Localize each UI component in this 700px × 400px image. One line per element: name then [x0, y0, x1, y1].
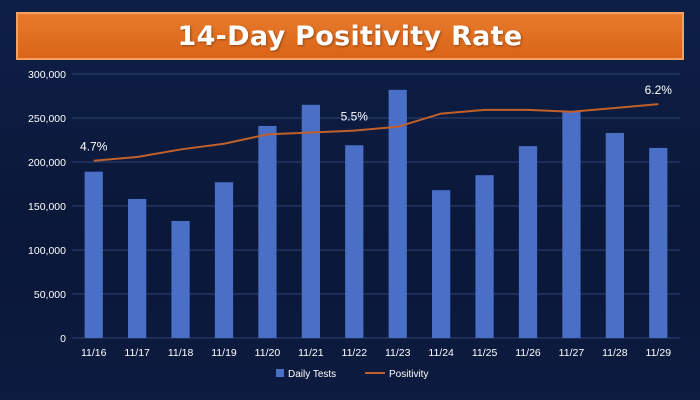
- title-banner: 14-Day Positivity Rate: [16, 12, 684, 60]
- y-tick-label: 150,000: [28, 201, 66, 213]
- y-tick-label: 250,000: [28, 113, 66, 125]
- y-tick-label: 300,000: [28, 69, 66, 81]
- bar: [301, 104, 320, 338]
- x-tick-label: 11/19: [211, 347, 237, 359]
- bar: [258, 125, 277, 338]
- bar: [128, 198, 147, 338]
- x-tick-label: 11/27: [559, 347, 585, 359]
- bar: [345, 145, 364, 338]
- bar: [518, 146, 538, 338]
- bar: [432, 190, 451, 338]
- bar: [171, 220, 190, 338]
- chart-title: 14-Day Positivity Rate: [177, 20, 523, 52]
- bar: [214, 182, 234, 338]
- bar: [475, 175, 494, 338]
- data-label: 4.7%: [80, 140, 108, 154]
- x-tick-label: 11/26: [515, 347, 541, 359]
- x-tick-label: 11/28: [602, 347, 628, 359]
- data-label: 6.2%: [645, 83, 673, 97]
- bar: [649, 147, 668, 338]
- legend-swatch-daily-tests: [276, 369, 284, 377]
- x-tick-label: 11/18: [168, 347, 194, 359]
- x-tick-label: 11/23: [385, 347, 411, 359]
- y-tick-label: 100,000: [28, 245, 66, 257]
- x-tick-label: 11/25: [472, 347, 498, 359]
- x-tick-label: 11/21: [298, 347, 324, 359]
- x-tick-label: 11/17: [124, 347, 150, 359]
- x-tick-label: 11/16: [81, 347, 107, 359]
- positivity-line: [93, 103, 659, 162]
- y-tick-label: 50,000: [34, 289, 66, 301]
- bar: [84, 171, 103, 338]
- x-tick-label: 11/29: [646, 347, 672, 359]
- data-label: 5.5%: [341, 110, 369, 124]
- x-tick-label: 11/22: [342, 347, 368, 359]
- bar: [605, 132, 624, 338]
- y-tick-label: 0: [60, 333, 66, 345]
- x-tick-label: 11/20: [255, 347, 281, 359]
- legend-label: Daily Tests: [288, 369, 336, 380]
- bar: [562, 111, 581, 338]
- bar: [388, 89, 407, 338]
- y-tick-label: 200,000: [28, 157, 66, 169]
- x-tick-label: 11/24: [428, 347, 454, 359]
- legend-label: Positivity: [389, 369, 428, 380]
